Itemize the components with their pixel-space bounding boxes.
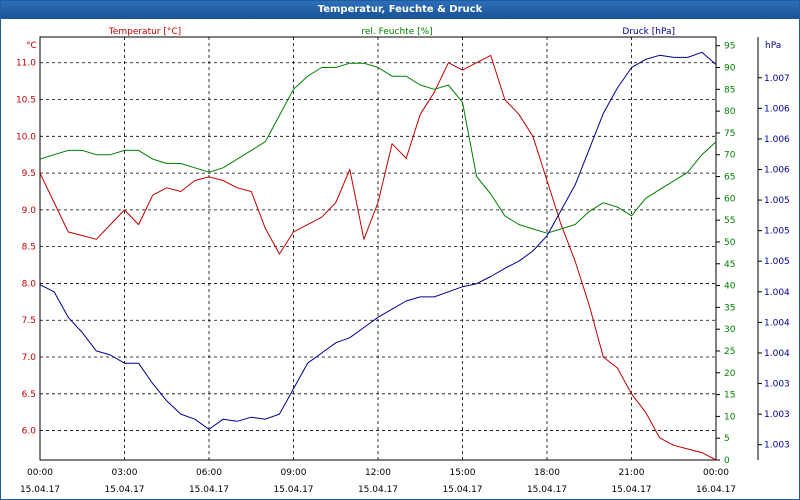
- x-tick-date: 15.04.17: [358, 485, 398, 495]
- pressure-axis: 1.003 1.003 1.003 1.004 1.004 1.004 1.005 1.005…: [757, 37, 790, 460]
- x-tick-time: 15:00: [450, 468, 476, 478]
- pressure-unit: hPa: [765, 41, 781, 51]
- humidity-tick-label: 70: [724, 151, 736, 161]
- temperature-tick-label: 6.5: [22, 390, 36, 400]
- x-tick-time: 00:00: [27, 468, 53, 478]
- humidity-tick-label: 20: [724, 369, 736, 379]
- humidity-header: rel. Feuchte [%]: [361, 27, 432, 37]
- humidity-tick-label: 45: [724, 260, 735, 270]
- x-tick-date: 15.04.17: [527, 485, 567, 495]
- x-tick-date: 15.04.17: [273, 485, 313, 495]
- humidity-tick-label: 25: [724, 347, 735, 357]
- pressure-tick-label: 1.006: [764, 135, 790, 145]
- x-tick-date: 15.04.17: [20, 485, 60, 495]
- pressure-tick-label: 1.004: [764, 318, 790, 328]
- humidity-tick-label: 75: [724, 129, 735, 139]
- x-tick-time: 18:00: [534, 468, 560, 478]
- pressure-tick-label: 1.006: [764, 166, 790, 176]
- x-tick-date: 15.04.17: [611, 485, 651, 495]
- humidity-tick-label: 55: [724, 216, 735, 226]
- humidity-tick-label: 85: [724, 85, 735, 95]
- x-tick-date: 15.04.17: [189, 485, 229, 495]
- humidity-tick-label: 90: [724, 64, 736, 74]
- x-tick-time: 21:00: [619, 468, 645, 478]
- humidity-tick-label: 0: [724, 456, 730, 466]
- x-tick-date: 15.04.17: [442, 485, 482, 495]
- humidity-series-line: [39, 62, 717, 234]
- pressure-tick-label: 1.004: [764, 288, 790, 298]
- pressure-tick-label: 1.005: [764, 227, 790, 237]
- grid: [40, 37, 716, 460]
- x-tick-time: 09:00: [281, 468, 307, 478]
- pressure-tick-label: 1.003: [764, 410, 790, 420]
- humidity-tick-label: 65: [724, 173, 735, 183]
- temperature-header: Temperatur [°C]: [108, 27, 181, 37]
- chart-title: Temperatur, Feuchte & Druck: [1, 1, 799, 19]
- pressure-tick-label: 1.005: [764, 257, 790, 267]
- humidity-tick-label: 40: [724, 282, 736, 292]
- humidity-tick-label: 30: [724, 325, 736, 335]
- temperature-tick-label: 10.5: [16, 96, 36, 106]
- pressure-tick-label: 1.003: [764, 441, 790, 451]
- temperature-tick-label: 6.0: [22, 427, 37, 437]
- pressure-tick-label: 1.003: [764, 380, 790, 390]
- x-tick-date: 15.04.17: [104, 485, 144, 495]
- temperature-unit: °C: [26, 41, 37, 51]
- humidity-tick-label: 5: [724, 434, 730, 444]
- x-tick-time: 00:00: [703, 468, 729, 478]
- humidity-tick-label: 15: [724, 391, 735, 401]
- temperature-tick-label: 9.0: [22, 206, 37, 216]
- humidity-tick-label: 10: [724, 412, 736, 422]
- humidity-tick-label: 35: [724, 303, 735, 313]
- humidity-tick-label: 80: [724, 107, 736, 117]
- axis-headers: Temperatur [°C] rel. Feuchte [%] Druck [hP…: [108, 27, 675, 37]
- x-axis: 00:00 15.04.17 03:00 15.04.17 06:00 15.04.17 0…: [20, 468, 736, 495]
- pressure-series-line: [39, 51, 717, 430]
- x-tick-time: 12:00: [365, 468, 391, 478]
- pressure-tick-label: 1.004: [764, 349, 790, 359]
- pressure-header: Druck [hPa]: [622, 27, 675, 37]
- temperature-tick-label: 10.0: [16, 132, 36, 142]
- temperature-tick-label: 7.5: [22, 316, 36, 326]
- series-layer: [39, 51, 717, 461]
- x-tick-time: 06:00: [196, 468, 222, 478]
- humidity-tick-label: 60: [724, 194, 736, 204]
- temperature-tick-label: 11.0: [16, 59, 36, 69]
- temperature-tick-label: 8.5: [22, 243, 36, 253]
- pressure-tick-label: 1.007: [764, 74, 790, 84]
- temperature-tick-label: 8.0: [22, 279, 37, 289]
- humidity-tick-label: 50: [724, 238, 736, 248]
- pressure-tick-label: 1.005: [764, 196, 790, 206]
- temperature-tick-label: 9.5: [22, 169, 36, 179]
- x-tick-time: 03:00: [112, 468, 138, 478]
- x-tick-date: 16.04.17: [696, 485, 736, 495]
- temperature-tick-label: 7.0: [22, 353, 37, 363]
- humidity-axis: 0 5 10 15 20 25 30 35 40 45 50 55 60 65 70 75 80 85 90 95: [715, 37, 736, 466]
- pressure-tick-label: 1.006: [764, 104, 790, 114]
- humidity-tick-label: 95: [724, 42, 735, 52]
- temperature-axis: 6.0 6.5 7.0 7.5 8.0 8.5 9.0 9.5 10.0 10.5 11.0 °C: [16, 41, 37, 437]
- temperature-series-line: [39, 54, 717, 461]
